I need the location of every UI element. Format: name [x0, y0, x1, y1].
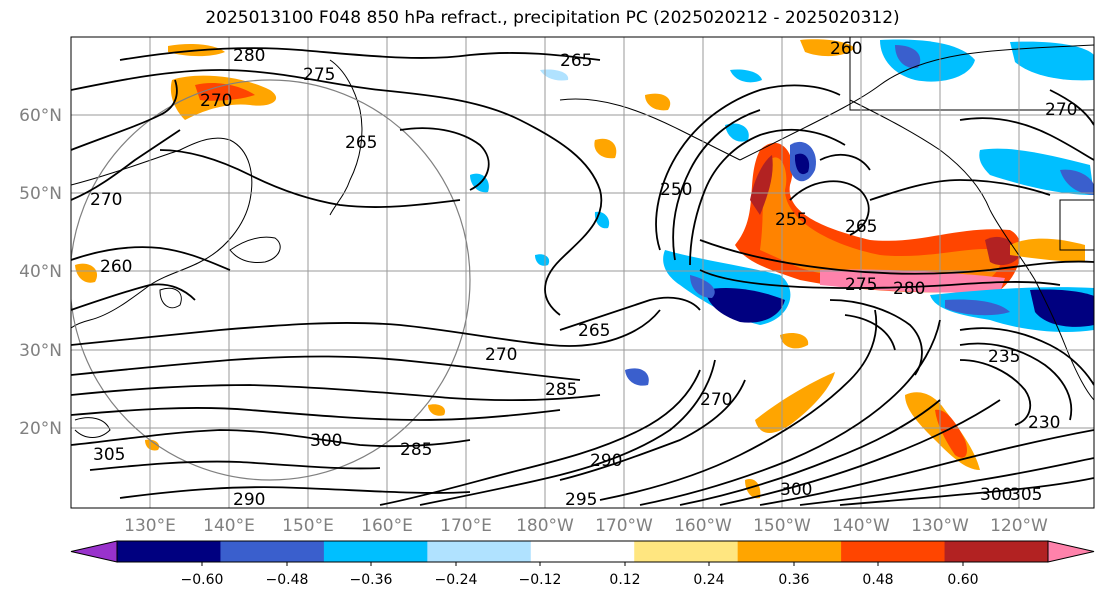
- lon-label: 120°W: [990, 516, 1048, 536]
- longitude-labels: 130°E 140°E 150°E 160°E 170°E 180°W 170°…: [124, 516, 1048, 536]
- colorbar-tick-label: −0.24: [435, 572, 478, 588]
- contour-label: 265: [845, 217, 877, 237]
- colorbar-extend-min: [70, 540, 118, 563]
- colorbar-extend-max: [1047, 540, 1095, 563]
- colorbar-segments: [70, 540, 1095, 563]
- refractivity-contours: [71, 47, 1094, 506]
- contour-label: 290: [590, 451, 622, 471]
- contour-label: 305: [93, 445, 125, 465]
- lon-label: 140°W: [832, 516, 890, 536]
- lon-label: 170°E: [440, 516, 492, 536]
- lat-label: 60°N: [19, 106, 62, 126]
- lon-label: 130°E: [124, 516, 176, 536]
- latitude-labels: 60°N 50°N 40°N 30°N 20°N: [19, 106, 62, 439]
- colorbar-ticks: [201, 562, 964, 566]
- contour-label: 300: [310, 431, 342, 451]
- colorbar-tick-label: 0.36: [778, 572, 809, 588]
- lon-label: 140°E: [203, 516, 255, 536]
- colorbar-tick-labels: −0.60 −0.48 −0.36 −0.24 −0.12 0.12 0.24 …: [181, 572, 979, 588]
- lon-label: 160°E: [361, 516, 413, 536]
- colorbar-tick-label: −0.60: [181, 572, 224, 588]
- colorbar-tick-label: 0.48: [862, 572, 893, 588]
- contour-label: 270: [1045, 100, 1077, 120]
- contour-label: 300: [780, 480, 812, 500]
- lat-label: 50°N: [19, 184, 62, 204]
- colorbar-segment: [220, 541, 325, 562]
- contour-label: 270: [485, 345, 517, 365]
- contour-label: 265: [578, 321, 610, 341]
- contour-label: 260: [830, 39, 862, 59]
- colorbar-tick-label: 0.12: [609, 572, 640, 588]
- coastlines: [71, 37, 1094, 438]
- lat-label: 40°N: [19, 262, 62, 282]
- colorbar-segment: [841, 541, 946, 562]
- lon-label: 170°W: [595, 516, 653, 536]
- contour-label: 305: [1010, 485, 1042, 505]
- contour-label: 265: [345, 133, 377, 153]
- colorbar-tick-label: −0.36: [350, 572, 393, 588]
- contour-label: 235: [988, 347, 1020, 367]
- map-panel: 280 275 270 265 260 250 255 265 275 280 …: [70, 36, 1095, 510]
- contour-label: 265: [560, 51, 592, 71]
- range-circle: [71, 79, 471, 481]
- colorbar-tick-label: −0.48: [266, 572, 309, 588]
- contour-label: 270: [90, 190, 122, 210]
- contour-label: 270: [700, 390, 732, 410]
- colorbar-segment: [737, 541, 842, 562]
- contour-label: 280: [893, 279, 925, 299]
- lat-label: 20°N: [19, 419, 62, 439]
- lon-label: 150°E: [282, 516, 334, 536]
- colorbar-segment: [323, 541, 428, 562]
- colorbar-tick-label: 0.60: [947, 572, 978, 588]
- contour-label: 290: [233, 490, 265, 510]
- colorbar-segment: [944, 541, 1049, 562]
- colorbar-segment: [530, 541, 635, 562]
- contour-label: 295: [565, 490, 597, 510]
- lon-label: 160°W: [674, 516, 732, 536]
- contour-label: 300: [980, 485, 1012, 505]
- contour-label: 275: [845, 275, 877, 295]
- contour-label: 255: [775, 210, 807, 230]
- contour-label: 285: [545, 380, 577, 400]
- precip-shading: [75, 39, 1094, 499]
- colorbar-tick-label: 0.24: [693, 572, 724, 588]
- contour-label: 250: [660, 180, 692, 200]
- contour-label: 260: [100, 257, 132, 277]
- colorbar-segment: [427, 541, 532, 562]
- contour-label: 285: [400, 440, 432, 460]
- lon-label: 150°W: [753, 516, 811, 536]
- colorbar-tick-label: −0.12: [519, 572, 562, 588]
- colorbar-segment: [634, 541, 739, 562]
- lon-label: 130°W: [911, 516, 969, 536]
- colorbar-segment: [117, 541, 221, 562]
- contour-labels: 280 275 270 265 260 250 255 265 275 280 …: [90, 39, 1077, 510]
- contour-label: 270: [200, 91, 232, 111]
- colorbar: −0.60 −0.48 −0.36 −0.24 −0.12 0.12 0.24 …: [70, 540, 1095, 588]
- contour-label: 280: [233, 46, 265, 66]
- contour-label: 275: [303, 65, 335, 85]
- contour-label: 230: [1028, 413, 1060, 433]
- lat-label: 30°N: [19, 341, 62, 361]
- map-title: 2025013100 F048 850 hPa refract., precip…: [205, 8, 900, 28]
- lon-label: 180°W: [516, 516, 574, 536]
